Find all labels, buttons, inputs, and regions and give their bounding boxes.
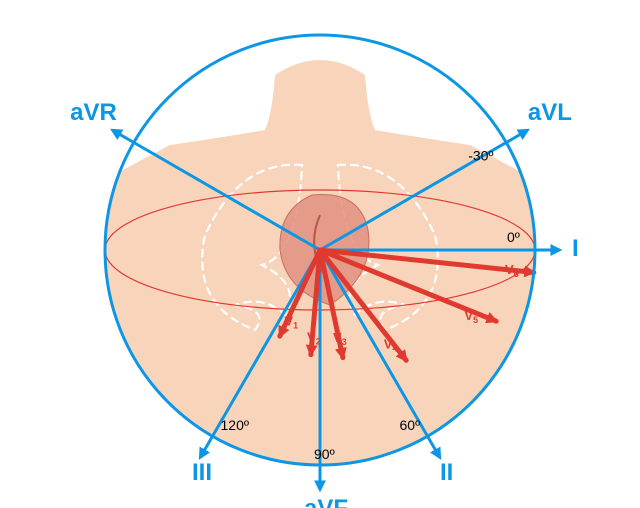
- lead-label-III: III: [192, 459, 212, 486]
- angle-label: 0º: [507, 229, 520, 245]
- angle-label: -30º: [468, 148, 493, 164]
- angle-label: 90º: [314, 446, 335, 462]
- angle-label: 60º: [400, 417, 421, 433]
- ecg-axis-diagram: -30º0º60º90º120ºIIIIIIaVFaVLaVRV1V2V3V4V…: [0, 0, 640, 508]
- angle-label: 120º: [221, 417, 249, 433]
- lead-label-aVL: aVL: [528, 99, 572, 126]
- lead-label-I: I: [572, 235, 579, 262]
- lead-label-aVR: aVR: [70, 99, 117, 126]
- lead-label-aVF: aVF: [304, 495, 348, 508]
- lead-label-II: II: [440, 459, 453, 486]
